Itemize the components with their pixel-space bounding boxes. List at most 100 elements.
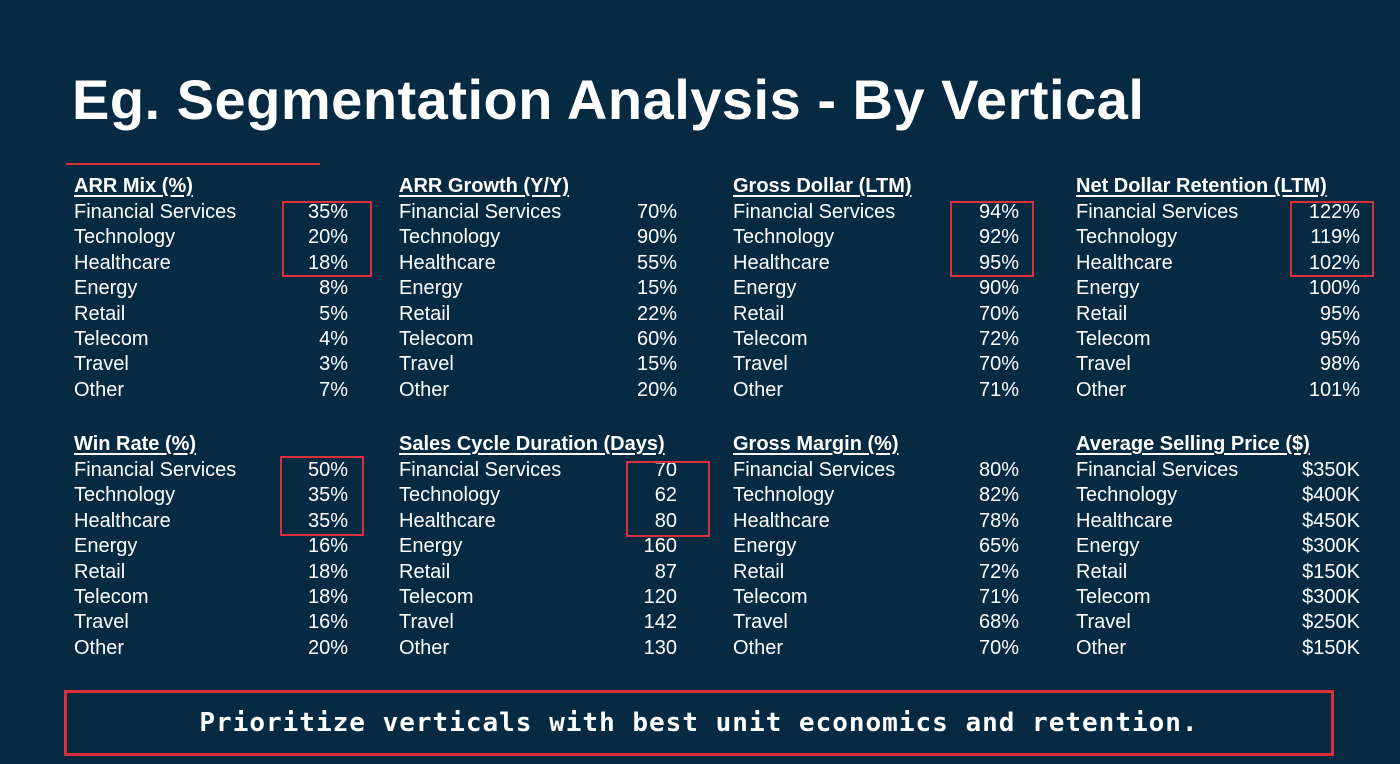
row-value: 95% [978, 251, 1019, 274]
metric-row: Healthcare 55% [399, 251, 699, 276]
row-value: 87 [654, 560, 677, 583]
metric-block-average-selling-price: Average Selling Price ($) Financial Serv… [1076, 432, 1376, 661]
row-value: 35% [307, 201, 348, 223]
metric-row: Other 70% [733, 636, 1033, 661]
page-title: Eg. Segmentation Analysis - By Vertical [72, 68, 1145, 131]
metric-row: Technology 92% [733, 225, 1033, 250]
metric-row: Healthcare 18% [74, 251, 374, 276]
row-value: 18% [307, 585, 348, 608]
metric-row: Telecom 120 [399, 585, 699, 610]
row-value: 68% [978, 611, 1019, 634]
row-value: 8% [319, 277, 348, 300]
metric-block-arr-growth: ARR Growth (Y/Y) Financial Services 70% Te… [399, 174, 699, 403]
metric-row: Energy 160 [399, 534, 699, 559]
metric-row: Healthcare $450K [1076, 509, 1376, 534]
metric-block-sales-cycle: Sales Cycle Duration (Days) Financial Se… [399, 432, 699, 661]
metric-row: Other $150K [1076, 636, 1376, 661]
highlight-box-net-dollar-retention [1290, 201, 1374, 277]
metric-row: Other 71% [733, 378, 1033, 403]
metric-row: Energy 16% [74, 534, 374, 559]
metric-row: Healthcare 35% [74, 509, 374, 534]
row-value: 22% [636, 302, 677, 325]
row-label: Technology [1076, 484, 1178, 507]
metric-row: Healthcare 80 [399, 509, 699, 534]
title-accent-line [66, 163, 320, 165]
metric-row: Telecom 72% [733, 327, 1033, 352]
metric-row: Telecom $300K [1076, 585, 1376, 610]
row-value: $300K [1302, 585, 1360, 608]
row-label: Energy [733, 535, 797, 558]
row-label: Telecom [399, 585, 474, 608]
metric-row: Technology $400K [1076, 483, 1376, 508]
row-label: Technology [74, 226, 176, 249]
metric-row: Technology 119% [1076, 225, 1376, 250]
row-value: 92% [978, 226, 1019, 249]
metric-row: Retail 22% [399, 302, 699, 327]
metric-row: Telecom 4% [74, 327, 374, 352]
row-label: Telecom [733, 585, 808, 608]
row-value: 78% [978, 509, 1019, 532]
row-label: Retail [399, 302, 451, 325]
row-label: Technology [74, 484, 176, 507]
metric-row: Financial Services 70 [399, 458, 699, 483]
row-value: 72% [978, 327, 1019, 350]
metric-row: Energy 90% [733, 276, 1033, 301]
row-label: Technology [733, 226, 835, 249]
row-label: Other [1076, 636, 1127, 659]
row-label: Retail [733, 560, 785, 583]
row-value: 7% [319, 378, 348, 401]
row-label: Financial Services [1076, 459, 1239, 481]
metric-row: Retail $150K [1076, 560, 1376, 585]
row-value: 55% [636, 251, 677, 274]
row-value: 95% [1319, 327, 1360, 350]
row-label: Other [399, 636, 450, 659]
row-value: $450K [1302, 509, 1360, 532]
row-label: Telecom [1076, 585, 1151, 608]
row-value: 35% [307, 484, 348, 507]
metric-row: Travel 68% [733, 610, 1033, 635]
metric-block-net-dollar-retention: Net Dollar Retention (LTM) Financial Ser… [1076, 174, 1376, 403]
row-value: 98% [1319, 353, 1360, 376]
metric-row: Telecom 60% [399, 327, 699, 352]
highlight-box-arr-mix [282, 201, 372, 277]
metric-row: Energy 65% [733, 534, 1033, 559]
metric-block-arr-mix: ARR Mix (%) Financial Services 35% Technol… [74, 174, 374, 403]
metric-row: Travel $250K [1076, 610, 1376, 635]
metric-rows: Financial Services 50% Technology 35% Health… [74, 458, 374, 661]
row-label: Financial Services [399, 459, 562, 481]
row-value: 82% [978, 484, 1019, 507]
metric-block-gross-margin: Gross Margin (%) Financial Services 80% Te… [733, 432, 1033, 661]
row-value: 20% [636, 378, 677, 401]
row-value: 119% [1310, 226, 1360, 249]
row-label: Other [74, 636, 125, 659]
row-value: 71% [978, 585, 1019, 608]
row-value: 160 [643, 535, 677, 558]
row-label: Financial Services [733, 459, 896, 481]
row-value: 70% [978, 302, 1019, 325]
row-value: 70 [654, 459, 677, 481]
row-label: Energy [733, 277, 797, 300]
row-label: Technology [399, 226, 501, 249]
metric-row: Energy 15% [399, 276, 699, 301]
row-label: Energy [74, 535, 138, 558]
metric-row: Technology 35% [74, 483, 374, 508]
row-value: 142 [643, 611, 677, 634]
row-label: Financial Services [1076, 201, 1239, 223]
metric-row: Healthcare 102% [1076, 251, 1376, 276]
block-heading: Gross Margin (%) [733, 433, 899, 455]
row-label: Technology [1076, 226, 1178, 249]
row-value: 18% [307, 251, 348, 274]
row-label: Energy [1076, 277, 1140, 300]
highlight-box-win-rate [280, 456, 364, 536]
row-label: Healthcare [74, 251, 171, 274]
row-label: Travel [733, 353, 788, 376]
row-label: Financial Services [74, 201, 237, 223]
row-label: Energy [74, 277, 138, 300]
row-label: Retail [399, 560, 451, 583]
row-label: Other [74, 378, 125, 401]
row-label: Healthcare [74, 509, 171, 532]
row-value: 70% [978, 636, 1019, 659]
metric-row: Technology 62 [399, 483, 699, 508]
row-label: Travel [1076, 611, 1131, 634]
metric-block-gross-dollar: Gross Dollar (LTM) Financial Services 94%… [733, 174, 1033, 403]
